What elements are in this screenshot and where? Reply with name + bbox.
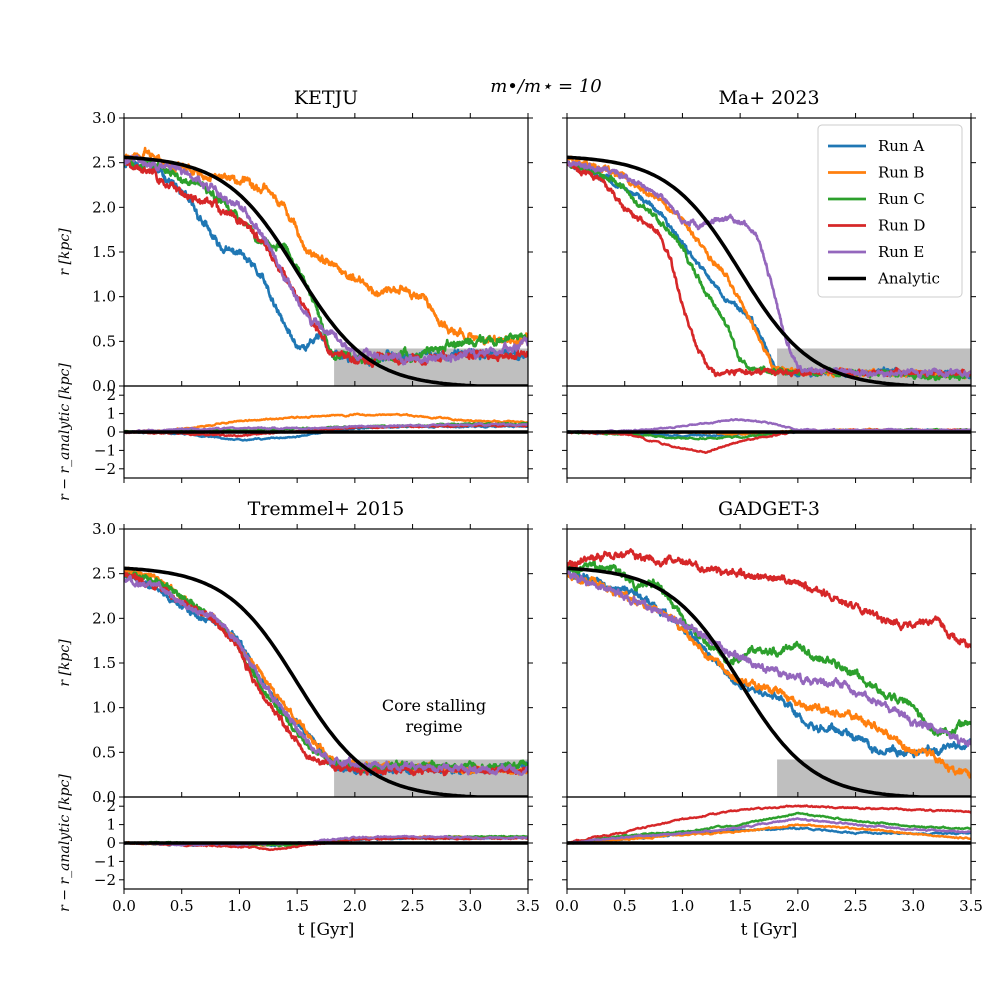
legend-frame — [817, 124, 963, 298]
residual-series-group — [567, 804, 971, 845]
y-axis-label: r [kpc] — [57, 639, 73, 687]
panel-title: Ma+ 2023 — [718, 87, 819, 109]
main-series-group — [567, 548, 971, 797]
y-tick-label: 2.0 — [92, 609, 116, 627]
residual-series-group — [567, 418, 971, 454]
series-line-run-b — [124, 146, 528, 348]
residual-line-run-b — [567, 823, 971, 845]
x-tick-label: 2.5 — [844, 897, 868, 915]
residual-line-run-e — [124, 422, 528, 434]
x-tick-label: 0.5 — [613, 897, 637, 915]
series-line-run-c — [124, 157, 528, 366]
panel-1: Ma+ 2023 — [562, 87, 976, 483]
x-tick-label: 3.5 — [516, 897, 540, 915]
residual-y-tick-label: 1 — [106, 816, 116, 834]
analytic-line — [567, 566, 971, 797]
y-tick-label: 0.5 — [92, 743, 116, 761]
residual-line-run-e — [567, 817, 971, 845]
figure-suptitle: m•/m⋆ = 10 — [490, 76, 602, 97]
x-axis-label: t [Gyr] — [741, 920, 798, 940]
legend-label-analytic: Analytic — [877, 270, 940, 288]
analytic-line — [124, 566, 528, 797]
residual-y-tick-label: 0 — [106, 834, 116, 852]
x-tick-label: 2.0 — [343, 897, 367, 915]
residual-y-tick-label: −1 — [94, 441, 116, 459]
x-tick-label: 1.5 — [285, 897, 309, 915]
x-tick-label: 1.5 — [728, 897, 752, 915]
y-tick-label: 1.5 — [92, 243, 116, 261]
stall-region — [777, 759, 971, 797]
legend-label-run-c: Run C — [878, 190, 925, 208]
legend-label-run-e: Run E — [878, 243, 924, 261]
x-tick-label: 0.0 — [555, 897, 579, 915]
residual-line-run-c — [567, 811, 971, 845]
residual-y-tick-label: −1 — [94, 852, 116, 870]
x-tick-label: 3.0 — [901, 897, 925, 915]
series-line-run-d — [567, 548, 971, 649]
x-tick-label: 3.5 — [959, 897, 983, 915]
series-line-run-c — [567, 559, 971, 737]
x-tick-label: 1.0 — [670, 897, 694, 915]
y-axis-label: r [kpc] — [57, 228, 73, 276]
y-tick-label: 2.0 — [92, 198, 116, 216]
main-series-group — [124, 146, 528, 386]
x-tick-label: 2.5 — [401, 897, 425, 915]
y-tick-label: 1.5 — [92, 654, 116, 672]
y-tick-label: 0.0 — [92, 788, 116, 806]
x-tick-label: 3.0 — [458, 897, 482, 915]
residual-y-tick-label: −2 — [94, 460, 116, 478]
y-tick-label: 2.5 — [92, 154, 116, 172]
series-line-run-a — [567, 569, 971, 759]
residual-y-tick-label: −2 — [94, 871, 116, 889]
residual-y-tick-label: 1 — [106, 405, 116, 423]
y-tick-label: 1.0 — [92, 288, 116, 306]
x-tick-label: 0.5 — [170, 897, 194, 915]
y-tick-label: 3.0 — [92, 520, 116, 538]
panel-3: GADGET-3 0.0 0.5 1.0 1.5 2.0 2.5 3.0 3.5 t [Gyr] — [555, 498, 983, 940]
residual-y-tick-label: 2 — [106, 386, 116, 404]
panel-2: Tremmel+ 20150.00.51.01.52.02.53.0−2−101… — [57, 498, 540, 940]
residual-y-tick-label: 2 — [106, 797, 116, 815]
core-stalling-annotation-line2: regime — [405, 717, 462, 736]
legend-label-run-d: Run D — [878, 217, 925, 235]
series-line-run-e — [567, 570, 971, 748]
x-tick-label: 2.0 — [786, 897, 810, 915]
residual-series-group — [124, 834, 528, 852]
analytic-line — [567, 155, 971, 386]
panel-title: Tremmel+ 2015 — [248, 498, 405, 520]
legend-label-run-b: Run B — [878, 164, 924, 182]
panel-title: GADGET-3 — [718, 498, 820, 520]
main-series-group — [567, 155, 971, 386]
panel-title: KETJU — [294, 87, 358, 109]
y-tick-label: 2.5 — [92, 565, 116, 583]
x-tick-label: 1.0 — [227, 897, 251, 915]
residual-y-axis-label: r − r_analytic [kpc] — [57, 363, 73, 501]
residual-series-group — [124, 412, 528, 442]
residual-line-run-d — [567, 804, 971, 845]
y-tick-label: 0.0 — [92, 377, 116, 395]
y-tick-label: 1.0 — [92, 699, 116, 717]
main-series-group — [124, 566, 528, 797]
series-line-run-e — [124, 574, 528, 777]
residual-line-run-d — [124, 423, 528, 438]
core-stalling-annotation-line1: Core stalling — [382, 696, 486, 715]
series-line-run-e — [124, 154, 528, 366]
y-tick-label: 3.0 — [92, 109, 116, 127]
legend-label-run-a: Run A — [878, 137, 924, 155]
legend: Run A Run B Run C Run D Run E Analytic — [817, 124, 963, 298]
residual-y-tick-label: 0 — [106, 423, 116, 441]
residual-y-axis-label: r − r_analytic [kpc] — [57, 774, 73, 912]
series-line-run-e — [567, 160, 971, 379]
analytic-line — [124, 155, 528, 386]
x-axis-label: t [Gyr] — [298, 920, 355, 940]
y-tick-label: 0.5 — [92, 332, 116, 350]
x-tick-label: 0.0 — [112, 897, 136, 915]
